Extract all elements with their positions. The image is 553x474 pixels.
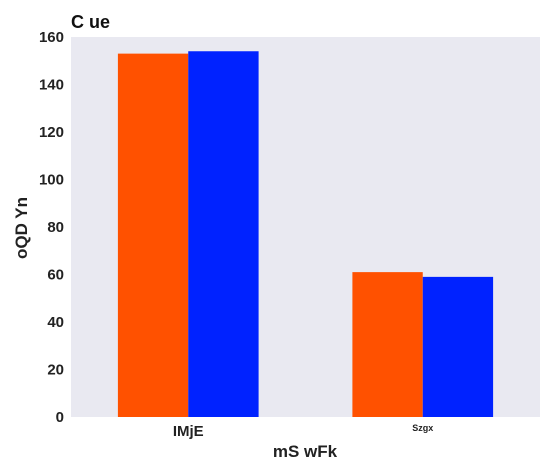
y-tick-label: 0	[56, 409, 64, 426]
x-tick-label: Szgx	[412, 423, 433, 433]
y-tick-label: 120	[39, 124, 64, 141]
y-tick-label: 100	[39, 172, 64, 189]
chart-title: C ue	[71, 12, 110, 32]
y-tick-label: 80	[47, 219, 64, 236]
y-axis-ticks: 0 20 40 60 80 100 120 140 160	[39, 29, 64, 426]
y-tick-label: 20	[47, 362, 64, 379]
y-tick-label: 140	[39, 77, 64, 94]
y-tick-label: 40	[47, 314, 64, 331]
x-tick-label: IMjE	[173, 423, 204, 440]
y-axis-label: oQD Yn	[12, 197, 31, 259]
bar-IMjE-series-2	[188, 51, 258, 417]
bar-Szgx-series-2	[423, 277, 493, 417]
bar-Szgx-series-1	[352, 272, 422, 417]
x-axis-label: mS wFk	[273, 442, 338, 461]
y-tick-label: 60	[47, 267, 64, 284]
bar-IMjE-series-1	[118, 54, 188, 417]
x-axis-ticks: IMjE Szgx	[173, 423, 433, 440]
y-tick-label: 160	[39, 29, 64, 46]
